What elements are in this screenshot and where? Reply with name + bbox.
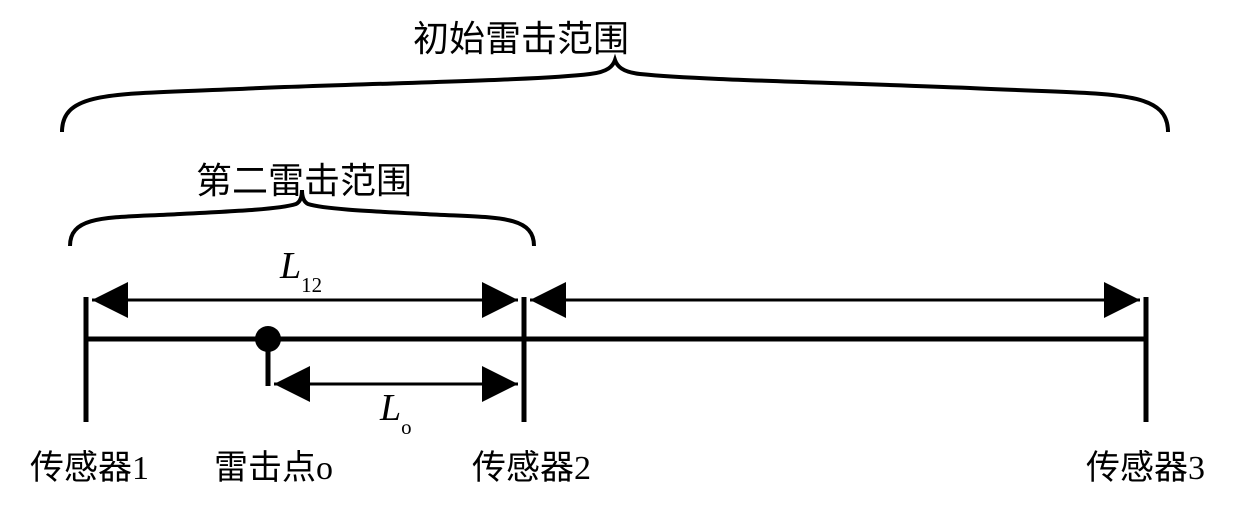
- diagram-svg: [0, 0, 1240, 509]
- brace-second-range: [70, 190, 534, 246]
- diagram-canvas: 初始雷击范围 第二雷击范围 L12 Lo 传感器1 雷击点o 传感器2 传感器3: [0, 0, 1240, 509]
- strike-point-dot: [255, 326, 281, 352]
- brace-initial-range: [62, 60, 1168, 132]
